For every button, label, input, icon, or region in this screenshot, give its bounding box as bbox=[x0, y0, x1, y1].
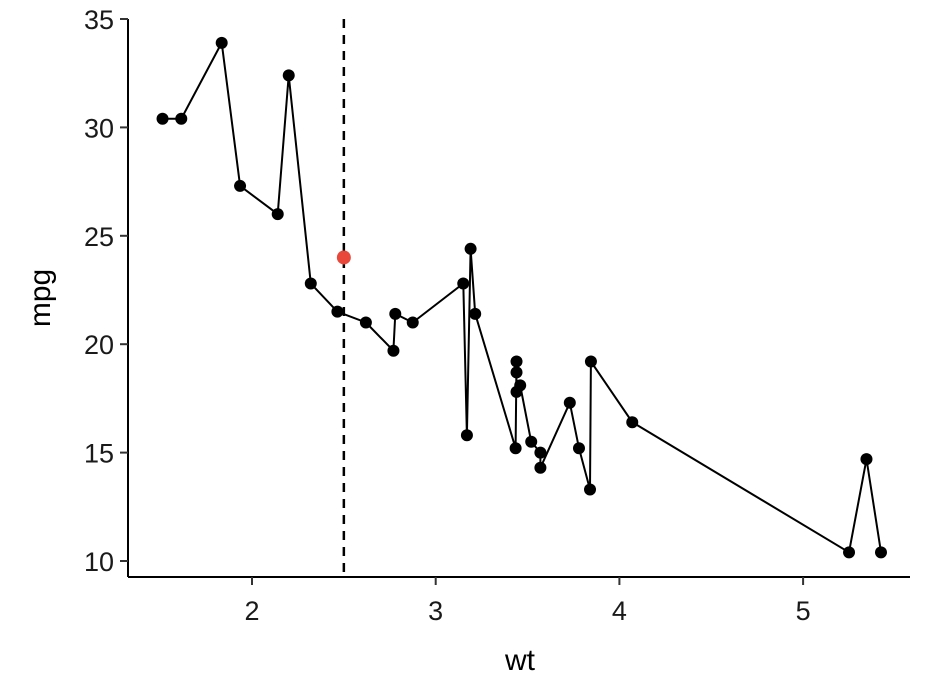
y-tick-label: 25 bbox=[84, 222, 114, 252]
data-point bbox=[514, 379, 527, 392]
data-point bbox=[584, 355, 597, 368]
highlight-point bbox=[336, 250, 351, 265]
data-point bbox=[271, 208, 284, 221]
plot-panel bbox=[156, 19, 887, 577]
data-point bbox=[510, 355, 523, 368]
y-tick-label: 35 bbox=[84, 5, 114, 35]
data-point bbox=[406, 316, 419, 329]
data-point bbox=[331, 305, 344, 318]
data-point bbox=[874, 546, 887, 559]
y-tick-label: 15 bbox=[84, 439, 114, 469]
data-point bbox=[282, 69, 295, 82]
data-point bbox=[460, 429, 473, 442]
data-point bbox=[525, 435, 538, 448]
data-point bbox=[156, 112, 169, 125]
y-tick-label: 20 bbox=[84, 330, 114, 360]
y-tick-label: 10 bbox=[84, 547, 114, 577]
data-point bbox=[359, 316, 372, 329]
data-point bbox=[509, 442, 522, 455]
x-axis-ticks: 2 3 4 5 bbox=[244, 577, 811, 626]
y-axis-title: mpg bbox=[24, 269, 57, 327]
data-point bbox=[175, 112, 188, 125]
x-tick-label: 2 bbox=[244, 596, 259, 626]
data-point bbox=[534, 446, 547, 459]
data-point bbox=[626, 416, 639, 429]
y-axis-ticks: 10 15 20 25 30 35 bbox=[84, 5, 128, 577]
data-point bbox=[304, 277, 317, 290]
x-axis-title: wt bbox=[504, 644, 536, 677]
data-point bbox=[563, 396, 576, 409]
data-point bbox=[860, 453, 873, 466]
data-point bbox=[387, 344, 400, 357]
data-point bbox=[510, 366, 523, 379]
data-point bbox=[584, 483, 597, 496]
data-point bbox=[464, 242, 477, 255]
data-point bbox=[843, 546, 856, 559]
y-tick-label: 30 bbox=[84, 113, 114, 143]
x-tick-label: 4 bbox=[612, 596, 627, 626]
data-point bbox=[457, 277, 470, 290]
data-point bbox=[469, 307, 482, 320]
x-tick-label: 3 bbox=[428, 596, 443, 626]
x-tick-label: 5 bbox=[796, 596, 811, 626]
data-point bbox=[215, 36, 228, 49]
data-point bbox=[389, 307, 402, 320]
data-point bbox=[234, 179, 247, 192]
data-point bbox=[534, 461, 547, 474]
data-point bbox=[572, 442, 585, 455]
series-line bbox=[162, 39, 882, 554]
